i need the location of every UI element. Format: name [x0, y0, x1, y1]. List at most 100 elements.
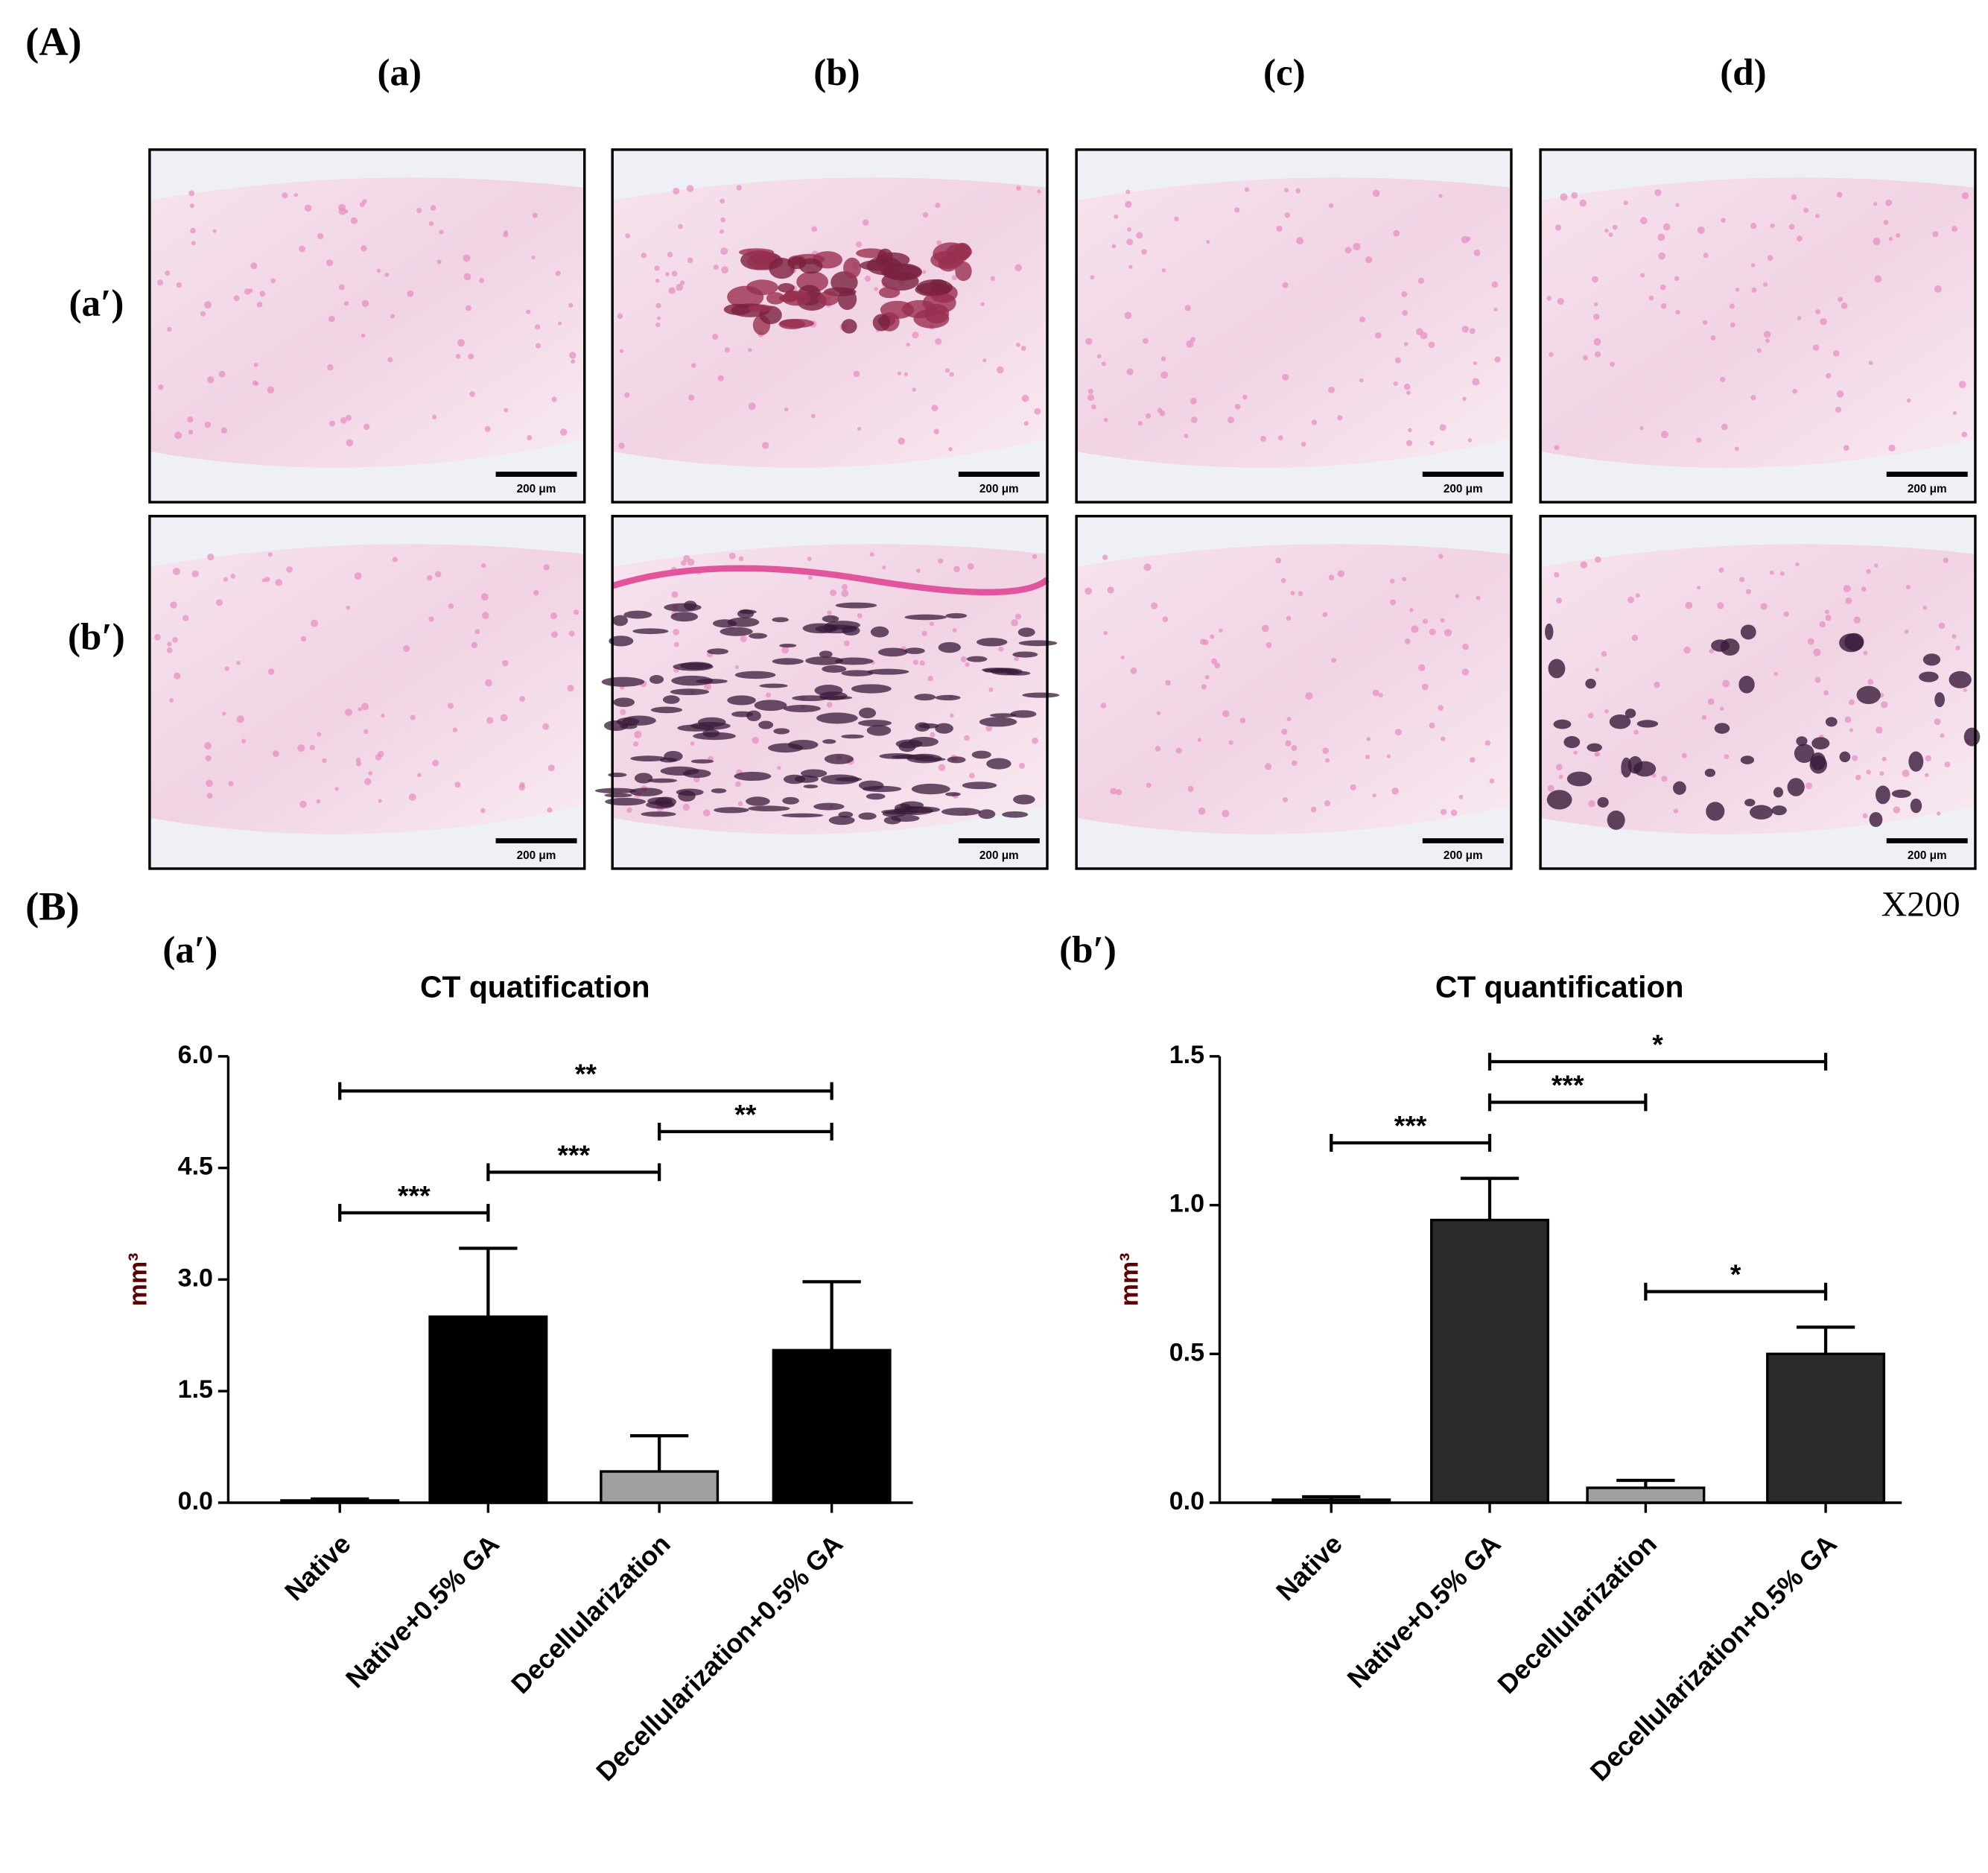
nucleus [938, 558, 944, 564]
nucleus [1888, 444, 1896, 451]
nucleus [204, 742, 212, 749]
deposit [817, 291, 839, 306]
nucleus [452, 727, 457, 732]
bar [600, 1470, 720, 1504]
nucleus [480, 562, 486, 568]
bar [1766, 1352, 1886, 1504]
nucleus [990, 276, 996, 282]
deposit [1627, 755, 1643, 774]
nucleus [673, 641, 679, 647]
deposit [820, 774, 860, 785]
nucleus [361, 300, 369, 307]
nucleus [187, 416, 194, 423]
nucleus [1265, 642, 1272, 648]
nucleus [904, 372, 908, 376]
nucleus [176, 282, 182, 288]
nucleus [690, 363, 696, 368]
nucleus [1016, 186, 1021, 191]
nucleus [1438, 554, 1444, 560]
nucleus [293, 192, 299, 197]
nucleus [1833, 350, 1840, 357]
scale-bar-label: 200 μm [979, 483, 1019, 495]
nucleus [350, 217, 358, 224]
nucleus [704, 682, 712, 691]
nucleus [188, 190, 195, 197]
nucleus [1952, 634, 1957, 639]
nucleus [1359, 378, 1364, 383]
nucleus [1702, 320, 1708, 326]
nucleus [1032, 554, 1038, 560]
nucleus [1663, 223, 1671, 231]
nucleus [1739, 577, 1745, 583]
deposit [778, 319, 806, 330]
deposit [841, 319, 857, 334]
nucleus [1763, 331, 1771, 338]
row-label: (a′) [69, 282, 124, 325]
nucleus [502, 659, 509, 667]
nucleus [720, 217, 725, 223]
nucleus [1146, 782, 1152, 788]
deposit [1022, 692, 1060, 698]
nucleus [1239, 717, 1246, 723]
nucleus [169, 698, 174, 703]
deposit [1625, 709, 1636, 718]
nucleus [1204, 675, 1210, 679]
deposit [891, 814, 920, 823]
nucleus [1190, 397, 1197, 405]
nucleus [1888, 236, 1893, 241]
nucleus [1374, 332, 1382, 339]
nucleus [668, 287, 676, 294]
nucleus [1493, 307, 1498, 312]
nucleus [1282, 282, 1289, 288]
deposit [746, 279, 778, 296]
deposit [805, 656, 843, 665]
deposit [866, 793, 886, 800]
nucleus [329, 420, 336, 427]
nucleus [1595, 556, 1601, 563]
nucleus [1843, 445, 1849, 451]
nucleus [189, 203, 194, 209]
deposit [660, 766, 699, 776]
deposit [613, 697, 635, 707]
deposit [773, 728, 790, 735]
nucleus [1417, 277, 1425, 284]
nucleus [728, 552, 736, 560]
nucleus [1124, 311, 1132, 320]
nucleus [204, 421, 212, 428]
nucleus [1406, 440, 1413, 446]
nucleus [1763, 282, 1768, 287]
nucleus [1961, 192, 1969, 200]
deposit [632, 628, 669, 635]
deposit [604, 793, 632, 798]
nucleus [919, 660, 925, 666]
nucleus [843, 640, 850, 647]
nucleus [1282, 796, 1289, 802]
bar [280, 1499, 400, 1504]
micrograph-frame [1539, 148, 1977, 504]
nucleus [1440, 808, 1447, 815]
nucleus [1441, 736, 1446, 741]
deposit [779, 643, 797, 648]
nucleus [316, 799, 321, 804]
nucleus [392, 557, 398, 562]
deposit [1796, 736, 1808, 747]
x-tick-label: Native [1271, 1529, 1348, 1606]
deposit [870, 626, 889, 638]
nucleus [944, 368, 950, 373]
nucleus [857, 426, 862, 431]
nucleus [687, 257, 693, 264]
nucleus [1792, 388, 1797, 394]
nucleus [679, 280, 685, 285]
nucleus [1588, 800, 1595, 808]
nucleus [1635, 593, 1640, 598]
nucleus [912, 659, 918, 665]
significance-bracket [658, 1122, 833, 1141]
nucleus [724, 347, 730, 353]
nucleus [317, 232, 324, 240]
nucleus [1803, 207, 1809, 213]
nucleus [1795, 562, 1800, 567]
significance-label: *** [557, 1139, 590, 1170]
nucleus [1608, 232, 1613, 238]
nucleus [200, 311, 206, 317]
nucleus [346, 606, 350, 610]
